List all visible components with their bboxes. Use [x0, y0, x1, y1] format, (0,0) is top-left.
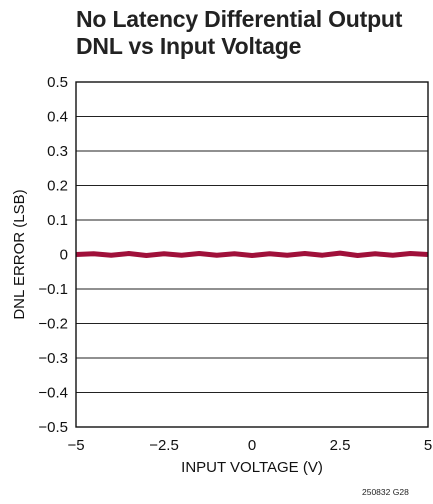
chart-title-line-1: No Latency Differential Output — [76, 6, 403, 32]
series-line-0 — [75, 250, 429, 258]
x-tick-label: 0 — [248, 437, 256, 454]
chart-title-line-2: DNL vs Input Voltage — [76, 33, 302, 59]
y-tick-label: −0.1 — [38, 281, 68, 298]
x-tick-label: −5 — [67, 437, 84, 454]
y-tick-label: −0.5 — [38, 419, 68, 436]
y-tick-label: 0.1 — [47, 212, 68, 229]
chart-title: No Latency Differential Output DNL vs In… — [76, 6, 426, 60]
y-tick-label: 0.3 — [47, 143, 68, 160]
x-axis-ticks: −5 −2.5 0 2.5 5 — [67, 437, 432, 454]
x-tick-label: −2.5 — [149, 437, 179, 454]
plot-frame — [75, 81, 429, 428]
y-tick-label: 0.5 — [47, 74, 68, 91]
y-axis-ticks: 0.5 0.4 0.3 0.2 0.1 0 −0.1 −0.2 −0.3 −0.4 −0.5 — [38, 74, 68, 436]
figure-id: 250832 G28 — [362, 487, 409, 497]
x-tick-label: 5 — [424, 437, 432, 454]
y-tick-label: −0.2 — [38, 316, 68, 333]
x-axis-label: INPUT VOLTAGE (V) — [181, 459, 323, 476]
y-tick-label: −0.4 — [38, 385, 68, 402]
x-tick-label: 2.5 — [330, 437, 351, 454]
y-tick-label: 0 — [60, 247, 68, 264]
series-layer — [75, 250, 429, 258]
y-tick-label: −0.3 — [38, 350, 68, 367]
y-tick-label: 0.2 — [47, 178, 68, 195]
y-axis-label: DNL ERROR (LSB) — [11, 189, 28, 319]
y-tick-label: 0.4 — [47, 109, 68, 126]
